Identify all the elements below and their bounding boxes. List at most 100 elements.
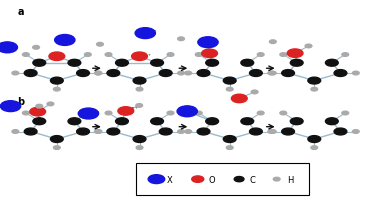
Circle shape [77,70,89,77]
Circle shape [269,130,276,134]
Circle shape [197,128,210,135]
Circle shape [202,50,218,58]
Circle shape [198,38,218,48]
Circle shape [36,105,43,108]
Circle shape [226,146,233,150]
Circle shape [78,108,98,119]
Circle shape [280,112,287,115]
Text: X: X [167,175,173,184]
Circle shape [12,72,19,76]
Circle shape [241,60,254,67]
Circle shape [49,53,65,61]
Circle shape [0,43,18,54]
Circle shape [282,128,294,135]
Circle shape [159,70,172,77]
Circle shape [257,54,264,57]
Circle shape [195,112,202,115]
Circle shape [178,38,184,41]
Circle shape [308,78,321,85]
Text: $^-$: $^-$ [152,29,158,34]
Circle shape [177,106,198,117]
Circle shape [136,88,143,92]
Circle shape [132,53,147,61]
Circle shape [30,108,45,116]
Circle shape [195,54,202,57]
Circle shape [290,118,303,125]
Text: b: b [17,97,25,107]
Circle shape [53,146,60,150]
Circle shape [185,130,192,134]
Circle shape [33,118,45,125]
Circle shape [133,136,146,143]
Circle shape [51,136,63,143]
Circle shape [22,112,29,115]
Circle shape [342,112,348,115]
Circle shape [47,103,54,106]
Circle shape [325,118,338,125]
Text: O: O [208,175,215,184]
Circle shape [305,45,312,48]
Circle shape [231,95,247,103]
Circle shape [12,130,19,134]
Circle shape [94,130,102,134]
Circle shape [24,70,37,77]
Circle shape [96,43,103,47]
Circle shape [178,130,184,134]
Circle shape [290,60,303,67]
Circle shape [33,46,40,50]
Circle shape [282,70,294,77]
Circle shape [250,128,262,135]
Circle shape [192,176,204,182]
Circle shape [54,35,75,46]
Circle shape [241,118,254,125]
Circle shape [84,54,91,57]
Circle shape [311,146,318,150]
Circle shape [148,175,165,184]
Circle shape [133,78,146,85]
Circle shape [105,54,112,57]
Text: $\delta^+$: $\delta^+$ [130,105,139,114]
Text: $^-$: $^-$ [95,109,101,114]
Circle shape [178,72,184,76]
Circle shape [334,70,347,77]
Circle shape [334,128,347,135]
Circle shape [33,60,45,67]
Circle shape [107,70,120,77]
Circle shape [94,72,102,76]
Text: C: C [250,175,256,184]
Circle shape [151,118,163,125]
Circle shape [223,78,236,85]
Circle shape [250,70,262,77]
Circle shape [151,60,163,67]
Circle shape [268,130,275,134]
Circle shape [352,130,359,134]
Circle shape [273,177,280,181]
Circle shape [226,88,233,92]
Circle shape [135,28,155,39]
Circle shape [136,146,143,150]
Circle shape [185,72,192,76]
Circle shape [53,88,60,92]
Circle shape [51,78,63,85]
Circle shape [68,118,81,125]
Circle shape [136,104,143,108]
Circle shape [352,72,359,76]
Circle shape [159,128,172,135]
Circle shape [116,118,128,125]
Circle shape [223,136,236,143]
Circle shape [325,60,338,67]
Circle shape [257,112,264,115]
Circle shape [234,177,244,182]
Circle shape [105,112,112,115]
Circle shape [24,128,37,135]
Circle shape [116,60,128,67]
Circle shape [95,130,102,134]
Circle shape [167,54,174,57]
Circle shape [107,128,120,135]
Circle shape [22,54,29,57]
FancyBboxPatch shape [136,163,309,195]
Circle shape [311,88,318,92]
Circle shape [77,128,89,135]
Circle shape [0,101,21,112]
Circle shape [84,112,91,115]
